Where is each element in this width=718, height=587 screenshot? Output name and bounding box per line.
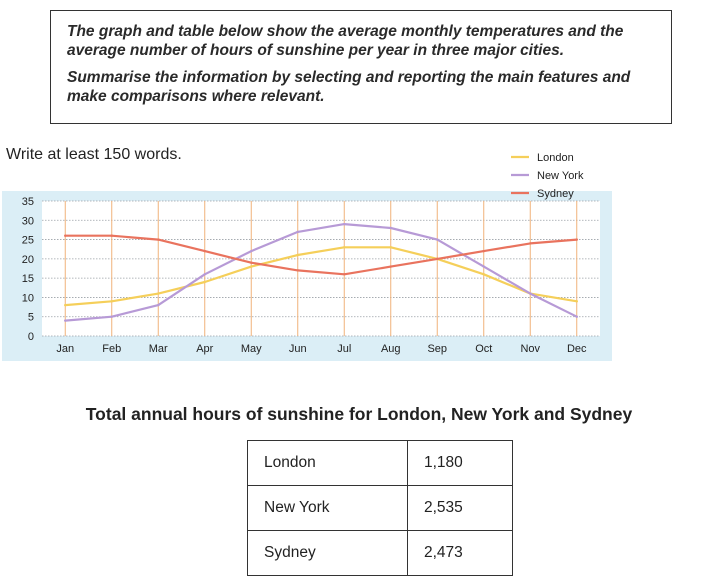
data-point: [436, 257, 439, 261]
data-point: [529, 292, 532, 295]
data-point: [389, 246, 392, 249]
task-prompt-box: The graph and table below show the avera…: [50, 10, 672, 124]
table-row: London 1,180: [247, 440, 513, 486]
x-tick-label: Feb: [102, 343, 121, 355]
city-cell: New York: [247, 485, 408, 531]
hours-cell: 2,473: [407, 530, 513, 576]
y-tick-label: 15: [22, 273, 34, 285]
task-description: The graph and table below show the avera…: [67, 23, 624, 59]
y-tick-label: 20: [22, 254, 34, 266]
hours-cell: 1,180: [407, 440, 513, 486]
data-point: [64, 303, 67, 307]
data-point: [389, 226, 392, 230]
table-row: Sydney 2,473: [247, 530, 513, 576]
data-point: [250, 249, 253, 253]
x-tick-label: Dec: [567, 343, 587, 355]
y-tick-label: 30: [22, 215, 34, 227]
series-line-london: [64, 246, 578, 307]
data-point: [343, 222, 346, 226]
legend-label: Sydney: [537, 188, 574, 200]
x-tick-label: May: [241, 343, 262, 355]
legend-label: London: [537, 152, 574, 164]
x-tick-label: Jun: [289, 343, 307, 355]
data-point: [203, 280, 206, 284]
hours-cell: 2,535: [407, 485, 513, 531]
data-point: [64, 234, 67, 237]
x-tick-label: Jul: [337, 343, 351, 355]
word-count-instruction: Write at least 150 words.: [6, 146, 182, 163]
data-point: [296, 269, 299, 272]
series-line-sydney: [64, 234, 578, 276]
sunshine-table: London 1,180 New York 2,535 Sydney 2,473: [247, 440, 513, 576]
series-line-new-york: [64, 222, 578, 322]
temperature-chart: 0 5 10 15 20 25 30 35 Jan Feb Mar Apr May Jun Jul Aug Se…: [0, 140, 718, 370]
data-point: [529, 242, 532, 245]
data-point: [482, 265, 485, 268]
legend-label: New York: [537, 170, 584, 182]
data-point: [343, 246, 346, 249]
data-point: [482, 249, 485, 253]
table-title: Total annual hours of sunshine for Londo…: [85, 404, 633, 424]
x-tick-label: Nov: [520, 343, 540, 355]
data-point: [575, 315, 578, 318]
data-point: [296, 230, 299, 234]
table-row: New York 2,535: [247, 485, 513, 531]
data-point: [575, 300, 578, 303]
x-tick-label: Jan: [56, 343, 74, 355]
x-tick-label: Mar: [149, 343, 168, 355]
y-tick-label: 10: [22, 292, 34, 304]
city-cell: Sydney: [247, 530, 408, 576]
data-point: [436, 238, 439, 241]
data-point: [110, 300, 113, 303]
data-point: [110, 315, 113, 318]
data-point: [250, 261, 253, 264]
y-tick-label: 35: [22, 196, 34, 208]
data-point: [482, 273, 485, 276]
data-point: [157, 238, 160, 241]
x-tick-label: Oct: [475, 343, 492, 355]
data-point: [64, 319, 67, 322]
task-instruction: Summarise the information by selecting a…: [67, 69, 631, 105]
plot-area-background: [42, 201, 600, 336]
data-point: [203, 273, 206, 276]
data-point: [343, 273, 346, 276]
x-tick-label: Sep: [427, 343, 447, 355]
data-point: [203, 249, 206, 253]
data-point: [296, 253, 299, 257]
data-point: [157, 292, 160, 295]
city-cell: London: [247, 440, 408, 486]
y-tick-label: 0: [28, 331, 34, 343]
data-point: [389, 265, 392, 268]
data-point: [250, 265, 253, 268]
temperature-chart-svg: 0 5 10 15 20 25 30 35 Jan Feb Mar Apr May Jun Jul Aug Se…: [2, 152, 612, 361]
x-tick-label: Aug: [381, 343, 401, 355]
y-tick-label: 25: [22, 235, 34, 247]
data-point: [157, 303, 160, 307]
y-tick-label: 5: [28, 312, 34, 324]
data-point: [575, 238, 578, 241]
x-tick-label: Apr: [196, 343, 213, 355]
data-point: [110, 234, 113, 237]
